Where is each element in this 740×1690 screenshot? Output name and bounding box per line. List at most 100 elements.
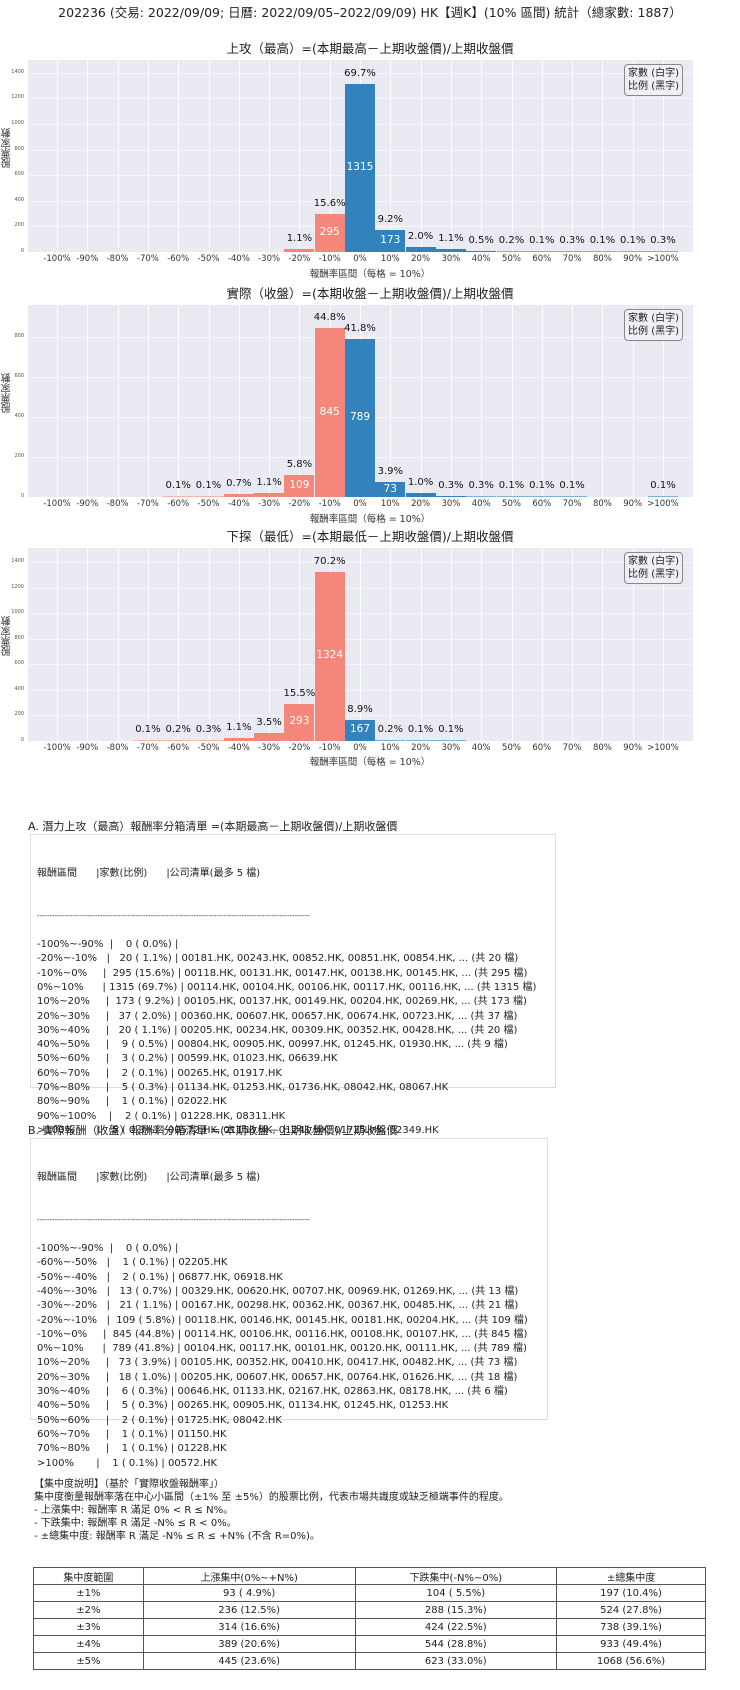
x-tick-label: -90% (76, 254, 99, 264)
bar (314, 571, 345, 741)
gridline (602, 305, 604, 497)
list-item: 40%~50% | 5 ( 0.3%) | 00265.HK, 00905.HK… (37, 1400, 449, 1412)
cell: 104 ( 5.5%) (354, 1584, 558, 1602)
gridline (238, 548, 240, 741)
x-tick-label: 60% (532, 499, 552, 509)
legend-pct-label: 比例 (黑字) (628, 569, 679, 580)
hgridline (28, 587, 693, 589)
bar-pct-label: 0.1% (407, 723, 434, 735)
gridline (511, 305, 513, 497)
bar-pct-label: 1.1% (256, 476, 282, 488)
x-tick-label: -50% (197, 499, 220, 509)
gridline (299, 548, 301, 741)
bar-pct-label: 41.8% (344, 323, 376, 335)
list-item: -10%~0% | 295 (15.6%) | 00118.HK, 00131.… (37, 967, 528, 979)
bar (526, 250, 557, 252)
bar (557, 250, 588, 252)
y-tick-label: 400 (14, 685, 24, 692)
list-item: -100%~-90% | 0 ( 0.0%) | (37, 939, 179, 951)
hgridline (28, 715, 693, 717)
x-tick-label: -40% (227, 743, 250, 753)
list-item: -40%~-30% | 13 ( 0.7%) | 00329.HK, 00620… (37, 1285, 519, 1297)
list-divider: ----------------------------------------… (37, 912, 310, 921)
bar-pct-label: 0.2% (377, 723, 403, 735)
bullet-total: - ±總集中度: 報酬率 R 滿足 -N% ≤ R ≤ +N% (不含 R=0%… (34, 1531, 320, 1542)
chart-title: 下探（最低）=(本期最低－上期收盤價)/上期收盤價 (226, 529, 514, 544)
x-tick-label: 0% (353, 254, 367, 264)
x-tick-label: -80% (106, 743, 129, 753)
list-item: -20%~-10% | 109 ( 5.8%) | 00118.HK, 0014… (37, 1314, 528, 1326)
bar-pct-label: 1.0% (407, 477, 434, 489)
gridline (208, 305, 210, 497)
x-axis-label: 報酬率區間（每格 = 10%） (309, 269, 431, 280)
bar (193, 739, 224, 741)
bar-pct-label: 1.1% (286, 233, 313, 245)
gridline (147, 305, 149, 497)
gridline (663, 548, 664, 741)
bar-count-label: 789 (349, 411, 371, 424)
list-item: 80%~90% | 1 ( 0.1%) | 02022.HK (37, 1096, 227, 1108)
table-row: ±4% 389 (20.6%) 544 (28.8%) 933 (49.4%) (33, 1635, 706, 1653)
gridline (57, 548, 58, 741)
x-tick-label: -10% (318, 254, 341, 264)
bar (345, 83, 375, 252)
bar-pct-label: 0.1% (195, 479, 222, 491)
gridline (390, 60, 392, 252)
bar-pct-label: 0.3% (195, 723, 222, 735)
gridline (299, 305, 301, 497)
gridline (632, 305, 634, 497)
bar (648, 495, 678, 497)
bar (405, 493, 436, 497)
x-tick-label: 10% (380, 499, 400, 509)
hgridline (28, 497, 693, 498)
bar (435, 739, 466, 741)
y-tick-label: 1400 (11, 68, 24, 75)
gridline (178, 305, 180, 497)
gridline (420, 60, 422, 252)
y-axis-label: 股票家數 (2, 373, 13, 413)
x-tick-label: 10% (380, 254, 400, 264)
bar (345, 339, 375, 497)
list-item: 50%~60% | 3 ( 0.2%) | 00599.HK, 01023.HK… (37, 1053, 338, 1065)
hgridline (28, 337, 693, 338)
x-tick-label: -70% (136, 743, 159, 753)
y-tick-label: 1000 (11, 609, 24, 616)
cell: 544 (28.8%) (354, 1635, 558, 1653)
gridline (299, 60, 301, 252)
gridline (663, 60, 664, 252)
gridline (572, 305, 574, 497)
bar-pct-label: 0.1% (619, 234, 646, 246)
table-row: ±3% 314 (16.6%) 424 (22.5%) 738 (39.1%) (33, 1618, 706, 1636)
hgridline (28, 638, 693, 640)
cell: ±1% (33, 1584, 144, 1602)
x-tick-label: 50% (502, 743, 521, 753)
cell: 424 (22.5%) (354, 1618, 558, 1636)
bar (254, 492, 285, 497)
y-tick-label: 0 (20, 737, 24, 743)
list-item: 10%~20% | 173 ( 9.2%) | 00105.HK, 00137.… (37, 996, 527, 1008)
x-tick-label: -80% (106, 499, 129, 509)
cell: 524 (27.8%) (556, 1601, 706, 1619)
list-item: 20%~30% | 37 ( 2.0%) | 00360.HK, 00607.H… (37, 1010, 518, 1022)
x-tick-label: >100% (647, 743, 679, 753)
bar-pct-label: 8.9% (347, 703, 373, 715)
list-divider: ----------------------------------------… (37, 1216, 310, 1225)
section-a-title: A. 潛力上攻（最高）報酬率分箱清單 =(本期最高－上期收盤價)/上期收盤價 (28, 820, 398, 833)
x-tick-label: 50% (502, 254, 521, 264)
gridline (420, 305, 422, 497)
chart-title: 上攻（最高）=(本期最高－上期收盤價)/上期收盤價 (226, 41, 514, 56)
cell: 389 (20.6%) (142, 1635, 356, 1653)
x-tick-label: -60% (167, 499, 190, 509)
bar-pct-label: 9.2% (377, 213, 403, 225)
bar-pct-label: 15.6% (313, 198, 346, 210)
gridline (663, 305, 664, 497)
legend-box: 家數 (白字) 比例 (黑字) (624, 64, 683, 96)
bar-pct-label: 0.1% (529, 479, 555, 491)
header-up: 上漲集中(0%~+N%) (142, 1567, 356, 1585)
bar (375, 739, 406, 741)
y-tick-label: 0 (20, 493, 24, 499)
table-row: ±1% 93 ( 4.9%) 104 ( 5.5%) 197 (10.4%) (33, 1584, 706, 1602)
plot-area: 0.1% 0.1% 0.7% 1.1% 109 5.8% 845 44.8% 789 41.8% 7… (28, 305, 693, 498)
list-item: 30%~40% | 20 ( 1.1%) | 00205.HK, 00234.H… (37, 1024, 518, 1036)
hgridline (28, 562, 693, 564)
